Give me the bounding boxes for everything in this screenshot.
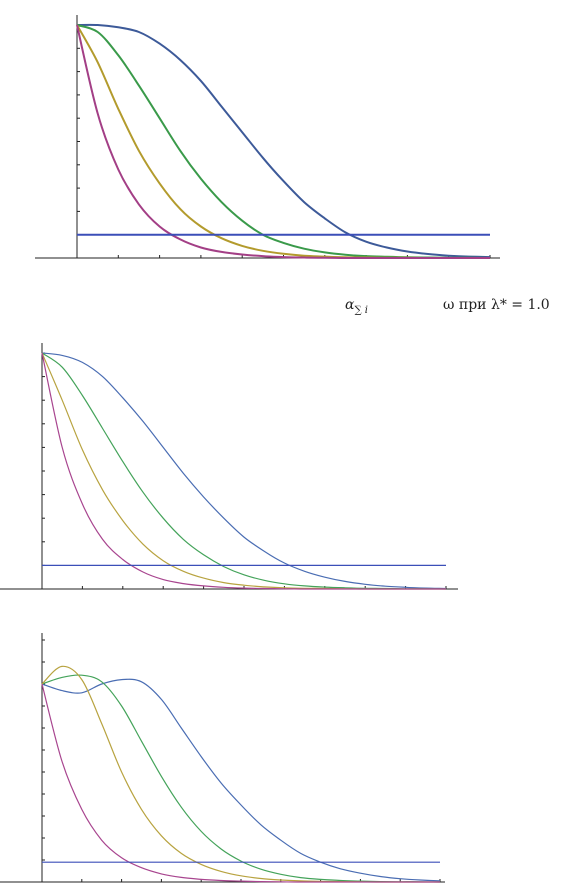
series-line-4 [76, 24, 490, 259]
caption-omega: ω при λ* = 1.0 [443, 297, 550, 313]
caption: α∑ i ω при λ* = 1.0 [345, 297, 550, 316]
series-line-2 [41, 352, 447, 590]
series-line-1 [41, 352, 447, 590]
series-line-3 [41, 665, 440, 883]
chart-panel-middle [0, 343, 458, 590]
series-line-3 [76, 24, 490, 259]
caption-alpha: α∑ i [345, 297, 368, 316]
series-line-2 [41, 674, 441, 883]
chart-panel-bottom [0, 633, 445, 883]
series-line-4 [41, 352, 446, 590]
chart-panel-top [35, 15, 500, 259]
series-line-1 [41, 678, 441, 882]
series-line-1 [76, 23, 491, 259]
series-line-2 [76, 24, 491, 259]
series-line-4 [41, 683, 440, 883]
series-line-3 [41, 352, 446, 590]
